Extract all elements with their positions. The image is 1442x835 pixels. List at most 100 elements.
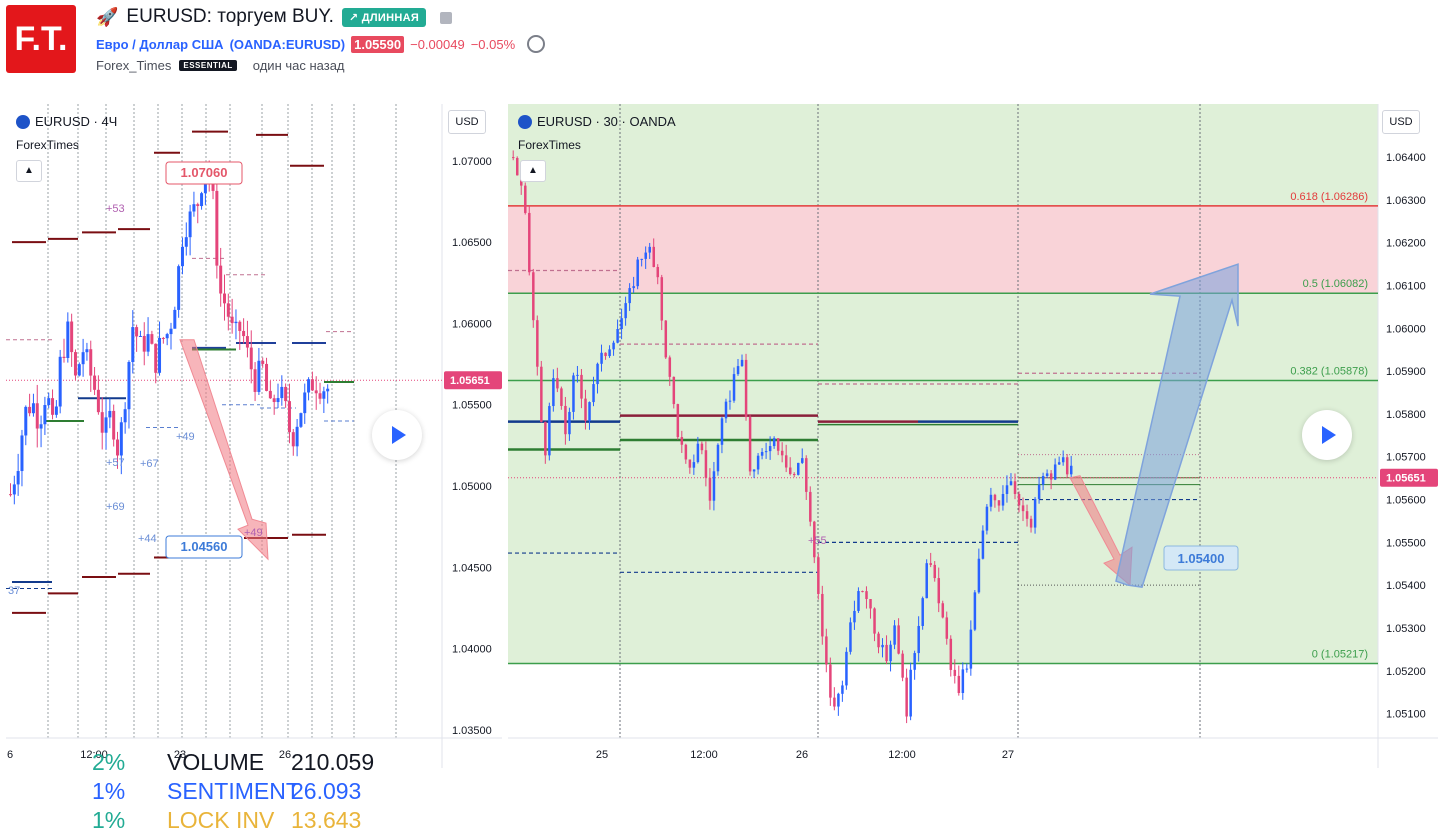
- left-candle-body: [146, 334, 150, 352]
- right-candle-body: [837, 693, 840, 707]
- left-candle-body: [47, 398, 51, 406]
- right-y-tick-label: 1.06100: [1386, 281, 1426, 293]
- left-candle-body: [24, 406, 28, 436]
- right-candle-body: [853, 610, 856, 623]
- right-candle-body: [933, 564, 936, 579]
- left-small-label: +49: [176, 431, 195, 443]
- left-small-label: +49: [244, 527, 263, 539]
- left-candle-body: [265, 363, 269, 391]
- left-candle-body: [184, 237, 188, 247]
- right-collapse-button[interactable]: ▲: [520, 160, 546, 182]
- right-candle-body: [700, 443, 704, 451]
- left-symbol-text: EURUSD · 4Ч: [35, 114, 118, 129]
- left-candle-body: [135, 327, 139, 337]
- left-candle-body: [272, 398, 276, 403]
- right-candle-body: [568, 411, 571, 435]
- left-candle-body: [158, 337, 162, 373]
- stats-value: 210.059: [291, 749, 375, 775]
- left-candle-body: [215, 190, 219, 266]
- left-candle-body: [89, 349, 93, 376]
- stats-pct: 1%: [92, 807, 126, 833]
- right-candle-body: [668, 357, 672, 377]
- fib-level-label: 0.5 (1.06082): [1303, 278, 1368, 290]
- right-candle-body: [861, 591, 864, 593]
- right-candle-body: [584, 398, 587, 421]
- price-change: −0.00049: [410, 36, 465, 52]
- left-play-button[interactable]: [372, 410, 422, 460]
- right-candle-body: [845, 651, 848, 686]
- right-x-tick-label: 25: [596, 749, 608, 761]
- right-candle-body: [564, 405, 567, 435]
- right-candle-body: [696, 443, 700, 463]
- right-candle-body: [528, 212, 531, 273]
- fib-level-label: 0 (1.05217): [1312, 649, 1368, 661]
- left-stats-table: 2% VOLUME 210.059 1% SENTIMENT 26.093 1% LOCK I…: [92, 748, 374, 835]
- right-candle-body: [572, 375, 575, 412]
- right-candle-body: [524, 185, 527, 213]
- right-indicator-name: ForexTimes: [518, 138, 581, 152]
- right-small-label: +55: [808, 535, 827, 547]
- left-upper-callout: 1.07060: [181, 165, 228, 180]
- right-candle-body: [981, 530, 985, 559]
- left-candle-body: [322, 391, 326, 399]
- left-chart-legend: EURUSD · 4Ч: [16, 114, 117, 129]
- left-candle-body: [138, 335, 142, 337]
- left-candle-body: [196, 204, 200, 207]
- right-play-button[interactable]: [1302, 410, 1352, 460]
- left-currency-button[interactable]: USD: [448, 110, 486, 134]
- ft-logo-mark: F.T.: [15, 20, 68, 58]
- right-candle-body: [756, 455, 760, 470]
- right-currency-button[interactable]: USD: [1382, 110, 1420, 134]
- right-candle-body: [664, 320, 668, 358]
- left-chart-panel[interactable]: 1.07000 1.06500 1.06000 1.05500 1.05000 1.045…: [6, 104, 502, 833]
- author-name[interactable]: Forex_Times: [96, 58, 172, 73]
- right-candle-body: [917, 625, 920, 654]
- left-candle-body: [314, 390, 318, 394]
- left-candle-body: [249, 347, 253, 370]
- left-candle-body: [284, 386, 288, 402]
- right-candle-body: [1057, 462, 1061, 465]
- ft-logo[interactable]: F.T.: [6, 5, 76, 73]
- left-candle-body: [66, 321, 70, 358]
- left-candle-body: [9, 494, 12, 496]
- right-candle-body: [592, 384, 595, 403]
- right-candle-body: [913, 653, 916, 670]
- right-candle-body: [608, 349, 611, 357]
- left-small-label: +69: [106, 501, 125, 513]
- instrument-link[interactable]: Евро / Доллар США: [96, 36, 224, 52]
- right-candle-body: [921, 598, 924, 626]
- left-candle-body: [261, 360, 265, 364]
- exchange-link[interactable]: (OANDA:EURUSD): [229, 36, 346, 52]
- right-candle-body: [712, 471, 716, 501]
- right-candle-body: [1045, 473, 1049, 476]
- right-x-tick-label: 12:00: [690, 749, 718, 761]
- left-candle-body: [253, 369, 257, 392]
- right-y-tick-label: 1.05300: [1386, 623, 1426, 635]
- left-candle-body: [154, 343, 158, 373]
- right-candle-body: [1013, 481, 1017, 495]
- right-candle-body: [1065, 457, 1069, 475]
- left-price-tag-bg: [444, 371, 502, 390]
- left-candle-body: [180, 246, 184, 267]
- right-candle-body: [588, 402, 591, 421]
- right-chart-panel[interactable]: 1.06400 1.06300 1.06200 1.06100 1.06000 1.059…: [508, 104, 1438, 768]
- right-chart-canvas[interactable]: 1.06400 1.06300 1.06200 1.06100 1.06000 1.059…: [508, 104, 1438, 768]
- left-small-label: +67: [140, 458, 159, 470]
- left-chart-canvas[interactable]: 1.07000 1.06500 1.06000 1.05500 1.05000 1.045…: [6, 104, 502, 768]
- right-candle-body: [849, 622, 852, 652]
- left-candle-body: [123, 409, 127, 423]
- left-candle-body: [211, 181, 215, 191]
- left-candle-body: [287, 401, 291, 433]
- left-candle-body: [177, 266, 181, 310]
- right-candle-body: [841, 685, 844, 694]
- right-candle-body: [788, 467, 792, 475]
- clock-icon[interactable]: [527, 35, 546, 53]
- left-candle-body: [131, 327, 135, 363]
- fib-level-label: 0.618 (1.06286): [1290, 191, 1368, 203]
- left-candle-body: [93, 375, 97, 390]
- left-collapse-button[interactable]: ▲: [16, 160, 42, 182]
- right-candle-body: [644, 252, 647, 259]
- right-candle-body: [945, 617, 949, 639]
- stats-pct: 1%: [92, 778, 126, 804]
- left-candle-body: [200, 193, 204, 207]
